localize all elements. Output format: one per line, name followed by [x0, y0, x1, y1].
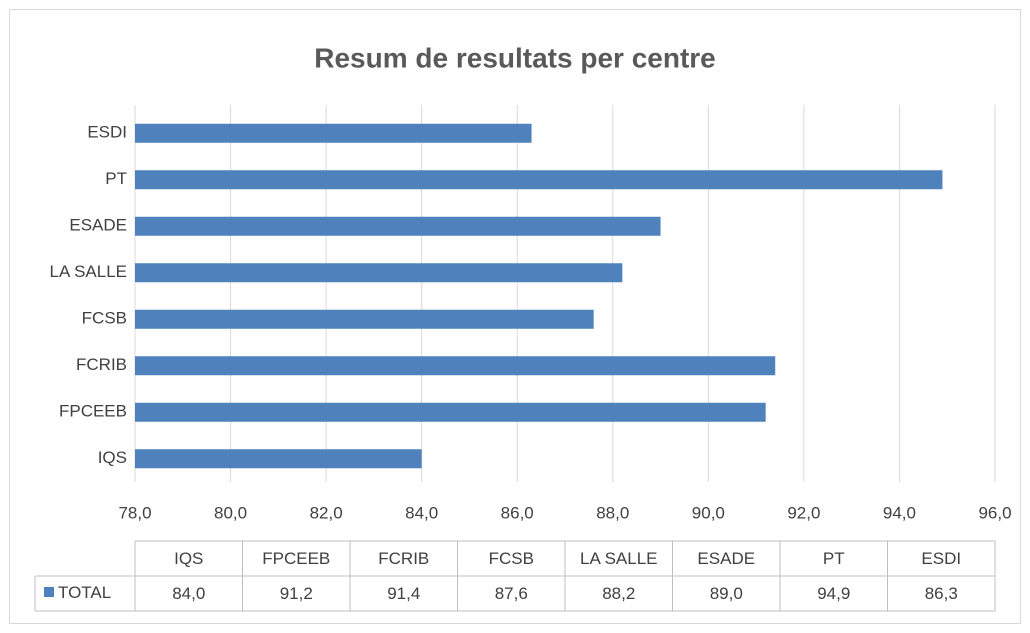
y-tick-label: ESADE: [69, 216, 127, 235]
x-tick-label: 84,0: [405, 503, 438, 522]
bar: [135, 402, 766, 422]
bar: [135, 356, 776, 376]
bar: [135, 170, 943, 190]
bar: [135, 263, 623, 283]
table-value: 88,2: [602, 584, 635, 603]
y-tick-label: FCRIB: [76, 355, 127, 374]
table-header: IQS: [174, 549, 203, 568]
table-value: 86,3: [925, 584, 958, 603]
chart-title: Resum de resultats per centre: [314, 42, 716, 73]
x-tick-label: 94,0: [883, 503, 916, 522]
x-tick-label: 90,0: [692, 503, 725, 522]
y-tick-label: LA SALLE: [49, 262, 127, 281]
table-value: 87,6: [495, 584, 528, 603]
x-tick-label: 92,0: [787, 503, 820, 522]
x-tick-label: 96,0: [978, 503, 1011, 522]
x-tick-label: 86,0: [501, 503, 534, 522]
legend-label: TOTAL: [58, 583, 111, 602]
legend-swatch: [44, 587, 54, 597]
table-value: 89,0: [710, 584, 743, 603]
y-tick-label: FPCEEB: [59, 402, 127, 421]
y-tick-label: IQS: [98, 448, 127, 467]
bar: [135, 216, 661, 236]
table-header: FCSB: [489, 549, 534, 568]
bar: [135, 123, 532, 143]
y-tick-label: PT: [105, 169, 127, 188]
table-header: FCRIB: [378, 549, 429, 568]
y-tick-label: ESDI: [87, 123, 127, 142]
table-header: ESDI: [921, 549, 961, 568]
x-tick-label: 78,0: [118, 503, 151, 522]
x-tick-label: 80,0: [214, 503, 247, 522]
table-value: 91,2: [280, 584, 313, 603]
table-value: 84,0: [172, 584, 205, 603]
bar: [135, 449, 422, 469]
table-header: PT: [823, 549, 845, 568]
y-tick-label: FCSB: [82, 309, 127, 328]
table-value: 91,4: [387, 584, 420, 603]
table-value: 94,9: [817, 584, 850, 603]
bar: [135, 309, 594, 329]
x-tick-label: 82,0: [310, 503, 343, 522]
table-header: FPCEEB: [262, 549, 330, 568]
x-tick-label: 88,0: [596, 503, 629, 522]
table-header: LA SALLE: [580, 549, 658, 568]
table-header: ESADE: [697, 549, 755, 568]
